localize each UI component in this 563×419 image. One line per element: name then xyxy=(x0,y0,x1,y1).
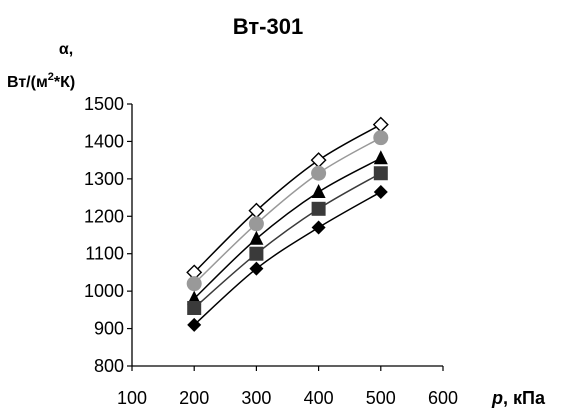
series-line-1 xyxy=(194,125,381,273)
data-point-s2 xyxy=(311,166,326,181)
series-group xyxy=(187,118,389,332)
x-tick-label: 100 xyxy=(117,388,147,408)
axes: 800 900 1000 1100 1200 1300 1400 1500 100 200 300 4… xyxy=(84,94,458,408)
y-tick-label: 1100 xyxy=(85,244,124,264)
data-point-s4 xyxy=(312,202,326,216)
y-tick-label: 1500 xyxy=(84,94,124,114)
data-point-s4 xyxy=(187,301,201,315)
x-axis-label: p, кПа xyxy=(491,388,546,408)
y-axis-unit-prefix: Вт/(м xyxy=(7,74,48,91)
y-tick-label: 1000 xyxy=(84,281,124,301)
y-tick-label: 800 xyxy=(94,356,124,376)
x-tick-label: 400 xyxy=(304,388,334,408)
x-tick-label: 600 xyxy=(428,388,458,408)
data-point-s4 xyxy=(374,166,388,180)
series-line-2 xyxy=(194,138,381,284)
x-axis-symbol: p xyxy=(491,388,503,408)
series-line-3 xyxy=(194,158,381,298)
data-point-s1 xyxy=(312,153,326,167)
y-tick-label: 1300 xyxy=(84,169,124,189)
y-axis-unit-suffix: *К) xyxy=(54,74,75,91)
x-tick-label: 200 xyxy=(179,388,209,408)
data-point-s2 xyxy=(373,130,388,145)
data-point-s3 xyxy=(249,231,263,245)
data-point-s5 xyxy=(312,221,326,235)
data-point-s3 xyxy=(374,150,388,164)
y-axis-label-unit: Вт/(м2*К) xyxy=(7,71,75,91)
y-tick-label: 900 xyxy=(94,319,124,339)
y-axis-symbol-suffix: , xyxy=(69,41,73,58)
data-point-s3 xyxy=(312,184,326,198)
y-tick-label: 1200 xyxy=(84,206,124,226)
series-line-5 xyxy=(194,192,381,325)
data-point-s1 xyxy=(374,118,388,132)
y-axis-symbol: α xyxy=(59,41,69,58)
data-point-s4 xyxy=(249,247,263,261)
data-point-s2 xyxy=(249,216,264,231)
series-line-4 xyxy=(194,173,381,308)
x-axis-unit: , кПа xyxy=(503,388,546,408)
x-tick-label: 500 xyxy=(366,388,396,408)
y-axis-label-symbol: α, xyxy=(59,41,73,58)
data-point-s2 xyxy=(187,276,202,291)
x-tick-label: 300 xyxy=(241,388,271,408)
chart-title: Вт-301 xyxy=(233,14,303,39)
data-point-s5 xyxy=(374,185,388,199)
y-tick-label: 1400 xyxy=(84,131,124,151)
